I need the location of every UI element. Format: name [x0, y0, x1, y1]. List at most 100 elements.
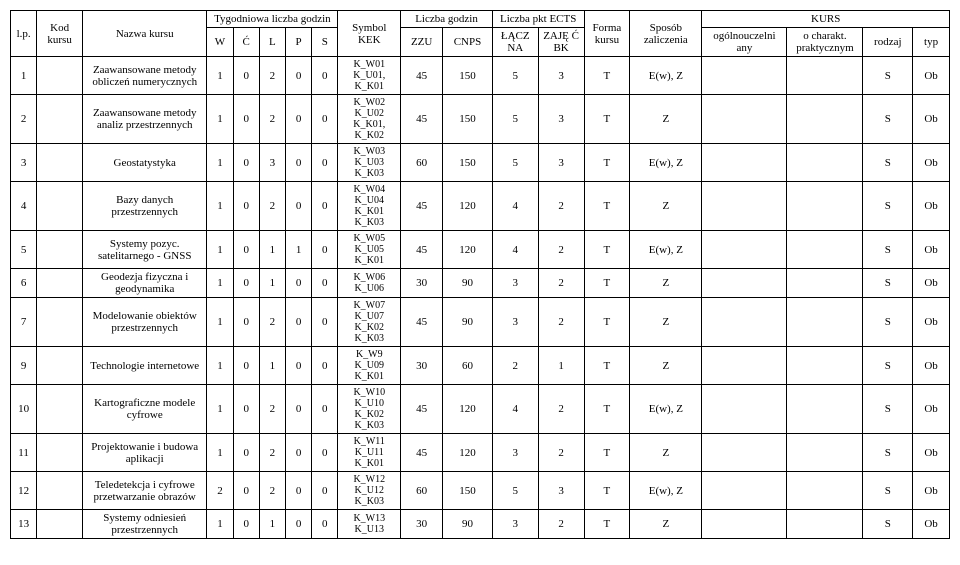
cell-ogol — [702, 434, 787, 472]
col-symbol: Symbol KEK — [338, 11, 401, 57]
cell-c: 0 — [233, 434, 259, 472]
cell-cnps: 90 — [443, 269, 493, 298]
cell-spos: Z — [630, 347, 702, 385]
cell-typ: Ob — [913, 385, 950, 434]
table-row: 12Teledetekcja i cyfrowe przetwarzanie o… — [11, 472, 950, 510]
cell-lacz: 2 — [492, 347, 538, 385]
cell-forma: T — [584, 144, 630, 182]
cell-zzu: 45 — [401, 95, 443, 144]
cell-sym: K_W04 K_U04 K_K01 K_K03 — [338, 182, 401, 231]
cell-forma: T — [584, 95, 630, 144]
cell-typ: Ob — [913, 347, 950, 385]
col-sposob: Sposób zaliczenia — [630, 11, 702, 57]
cell-zzu: 45 — [401, 57, 443, 95]
cell-kod — [37, 231, 83, 269]
col-kurs: KURS — [702, 11, 950, 28]
cell-l: 2 — [259, 182, 285, 231]
cell-l: 2 — [259, 298, 285, 347]
cell-p: 0 — [285, 434, 311, 472]
cell-p: 1 — [285, 231, 311, 269]
cell-lacz: 5 — [492, 144, 538, 182]
cell-kod — [37, 95, 83, 144]
table-row: 1Zaawansowane metody obliczeń numeryczny… — [11, 57, 950, 95]
col-rodzaj: rodzaj — [863, 28, 913, 57]
cell-l: 3 — [259, 144, 285, 182]
cell-lp: 9 — [11, 347, 37, 385]
cell-lp: 10 — [11, 385, 37, 434]
cell-l: 1 — [259, 231, 285, 269]
col-w: W — [207, 28, 233, 57]
cell-ogol — [702, 182, 787, 231]
cell-nazwa: Kartograficzne modele cyfrowe — [83, 385, 207, 434]
cell-zaje: 2 — [538, 298, 584, 347]
cell-nazwa: Systemy odniesień przestrzennych — [83, 510, 207, 539]
cell-rodzaj: S — [863, 472, 913, 510]
cell-rodzaj: S — [863, 347, 913, 385]
cell-l: 1 — [259, 347, 285, 385]
cell-zzu: 45 — [401, 231, 443, 269]
cell-lacz: 4 — [492, 182, 538, 231]
cell-kod — [37, 57, 83, 95]
course-table: l.p. Kod kursu Nazwa kursu Tygodniowa li… — [10, 10, 950, 539]
table-row: 9Technologie internetowe10100K_W9 K_U09 … — [11, 347, 950, 385]
cell-typ: Ob — [913, 434, 950, 472]
cell-ochar — [787, 298, 863, 347]
cell-w: 1 — [207, 347, 233, 385]
cell-spos: Z — [630, 95, 702, 144]
cell-c: 0 — [233, 385, 259, 434]
col-forma: Forma kursu — [584, 11, 630, 57]
cell-l: 2 — [259, 472, 285, 510]
col-cnps: CNPS — [443, 28, 493, 57]
cell-zzu: 60 — [401, 472, 443, 510]
cell-s: 0 — [312, 144, 338, 182]
cell-ogol — [702, 385, 787, 434]
cell-sym: K_W12 K_U12 K_K03 — [338, 472, 401, 510]
cell-kod — [37, 510, 83, 539]
cell-rodzaj: S — [863, 182, 913, 231]
cell-zaje: 2 — [538, 510, 584, 539]
cell-spos: E(w), Z — [630, 472, 702, 510]
cell-zaje: 2 — [538, 231, 584, 269]
cell-typ: Ob — [913, 144, 950, 182]
cell-sym: K_W07 K_U07 K_K02 K_K03 — [338, 298, 401, 347]
cell-kod — [37, 182, 83, 231]
col-p: P — [285, 28, 311, 57]
cell-s: 0 — [312, 510, 338, 539]
cell-c: 0 — [233, 298, 259, 347]
cell-lp: 12 — [11, 472, 37, 510]
cell-spos: Z — [630, 269, 702, 298]
cell-c: 0 — [233, 269, 259, 298]
cell-ochar — [787, 144, 863, 182]
col-zzu: ZZU — [401, 28, 443, 57]
cell-zaje: 3 — [538, 144, 584, 182]
cell-lacz: 3 — [492, 298, 538, 347]
cell-p: 0 — [285, 472, 311, 510]
cell-c: 0 — [233, 144, 259, 182]
cell-ochar — [787, 182, 863, 231]
cell-typ: Ob — [913, 57, 950, 95]
cell-typ: Ob — [913, 269, 950, 298]
cell-spos: Z — [630, 182, 702, 231]
cell-zzu: 30 — [401, 347, 443, 385]
col-nazwa: Nazwa kursu — [83, 11, 207, 57]
cell-nazwa: Technologie internetowe — [83, 347, 207, 385]
table-body: 1Zaawansowane metody obliczeń numeryczny… — [11, 57, 950, 539]
cell-forma: T — [584, 57, 630, 95]
cell-rodzaj: S — [863, 144, 913, 182]
cell-sym: K_W13 K_U13 — [338, 510, 401, 539]
cell-rodzaj: S — [863, 269, 913, 298]
cell-lp: 4 — [11, 182, 37, 231]
cell-sym: K_W10 K_U10 K_K02 K_K03 — [338, 385, 401, 434]
cell-zaje: 3 — [538, 95, 584, 144]
cell-ochar — [787, 347, 863, 385]
col-zaje: ZAJĘ Ć BK — [538, 28, 584, 57]
cell-w: 1 — [207, 182, 233, 231]
cell-lacz: 3 — [492, 434, 538, 472]
cell-forma: T — [584, 269, 630, 298]
cell-lacz: 5 — [492, 472, 538, 510]
cell-forma: T — [584, 510, 630, 539]
cell-spos: E(w), Z — [630, 57, 702, 95]
cell-spos: E(w), Z — [630, 144, 702, 182]
cell-sym: K_W05 K_U05 K_K01 — [338, 231, 401, 269]
cell-c: 0 — [233, 347, 259, 385]
